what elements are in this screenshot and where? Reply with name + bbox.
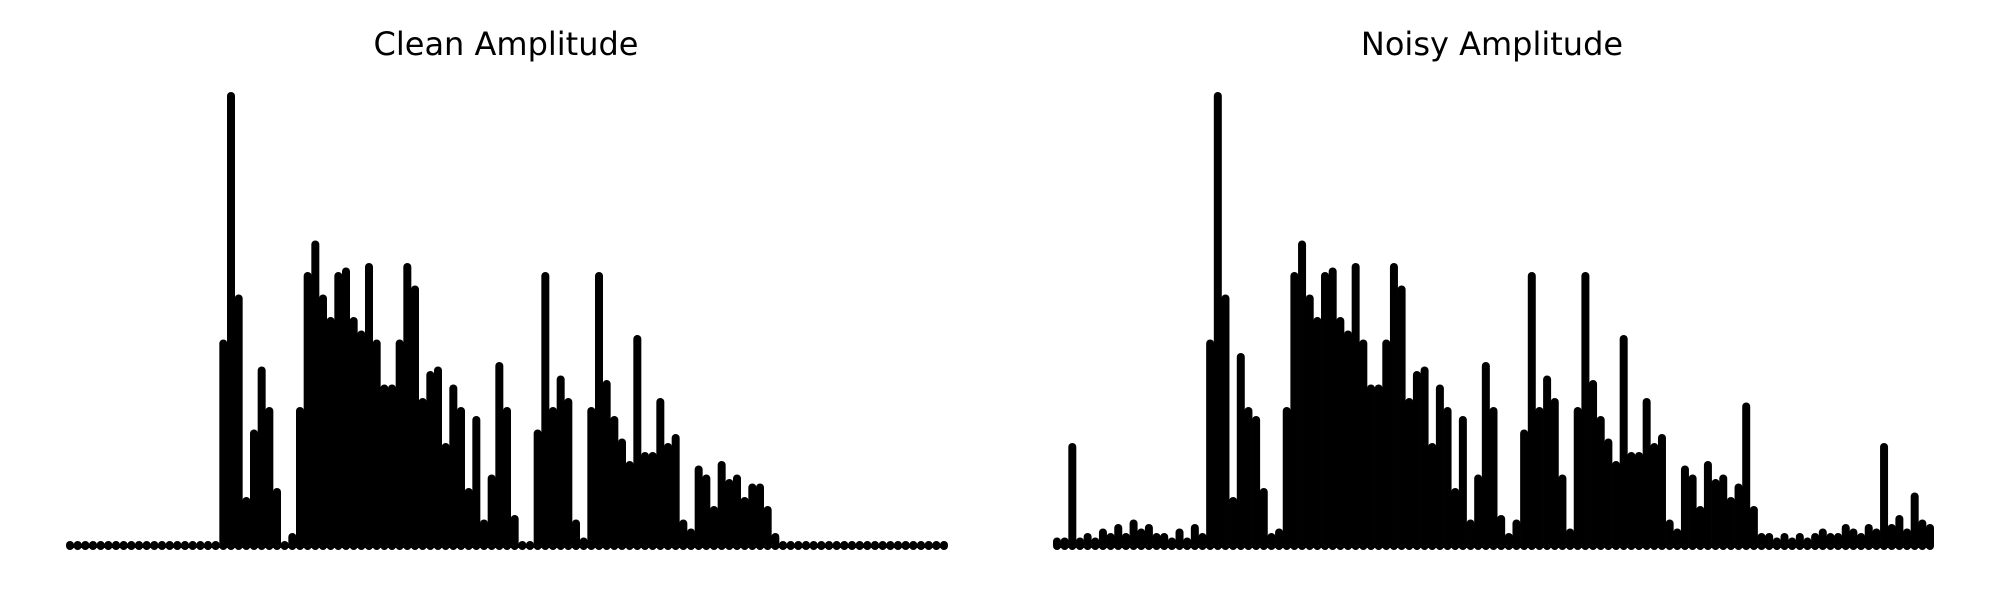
chart-title: Clean Amplitude	[374, 25, 639, 63]
chart-title: Noisy Amplitude	[1361, 25, 1623, 63]
